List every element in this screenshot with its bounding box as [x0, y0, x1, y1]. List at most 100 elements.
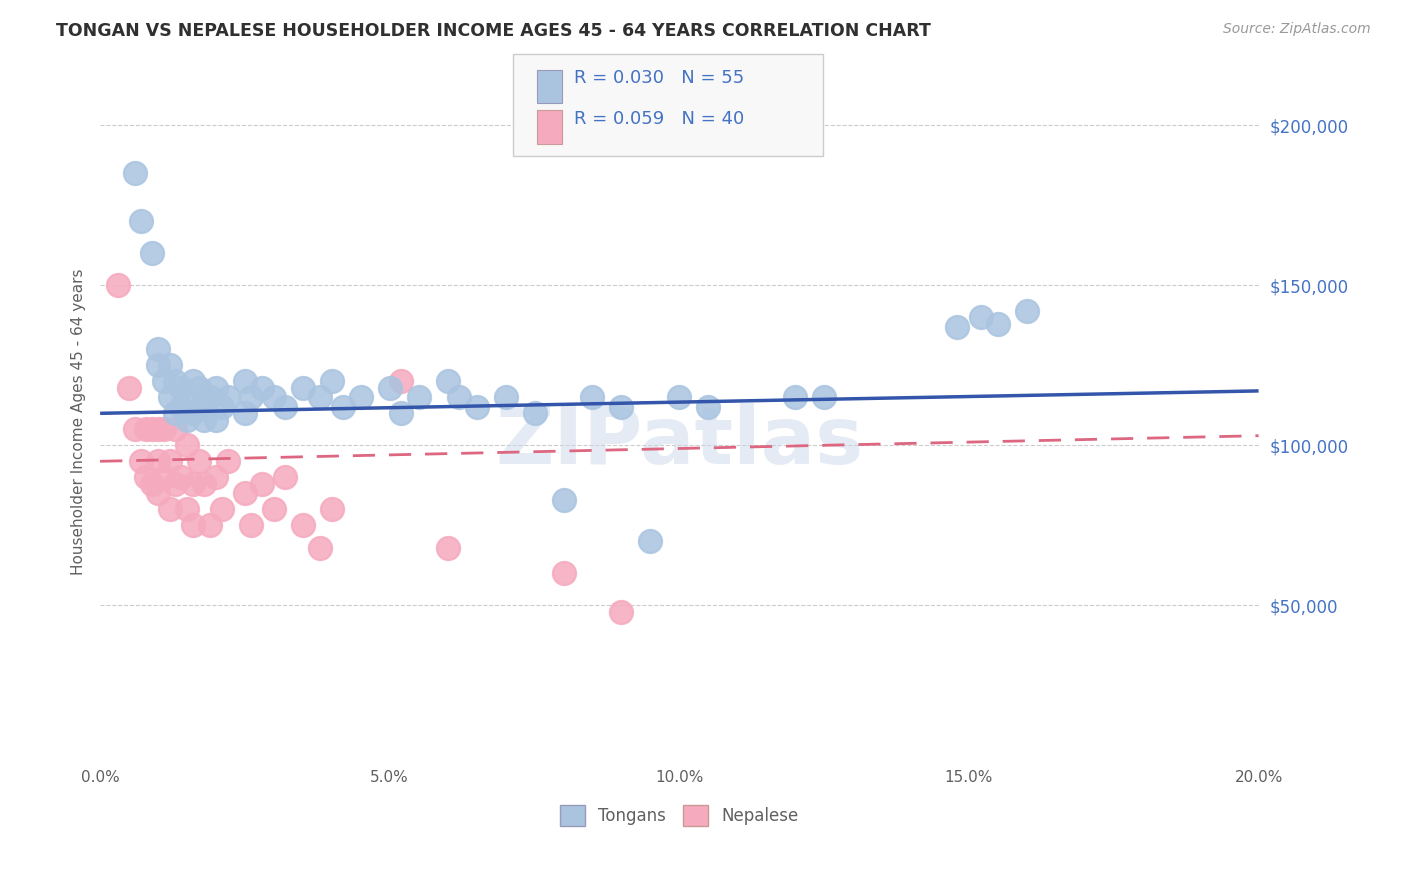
- Point: [159, 502, 181, 516]
- Point: [309, 541, 332, 555]
- Point: [146, 343, 169, 357]
- Point: [153, 374, 176, 388]
- Point: [176, 413, 198, 427]
- Point: [291, 381, 314, 395]
- Point: [170, 381, 193, 395]
- Point: [553, 492, 575, 507]
- Point: [274, 400, 297, 414]
- Legend: Tongans, Nepalese: Tongans, Nepalese: [554, 799, 806, 832]
- Point: [205, 381, 228, 395]
- Point: [165, 422, 187, 436]
- Point: [165, 374, 187, 388]
- Point: [159, 359, 181, 373]
- Point: [813, 390, 835, 404]
- Point: [1015, 304, 1038, 318]
- Point: [211, 400, 233, 414]
- Point: [141, 476, 163, 491]
- Point: [581, 390, 603, 404]
- Point: [449, 390, 471, 404]
- Point: [274, 470, 297, 484]
- Point: [233, 486, 256, 500]
- Point: [153, 470, 176, 484]
- Point: [969, 310, 991, 325]
- Point: [146, 422, 169, 436]
- Point: [321, 502, 343, 516]
- Point: [181, 518, 204, 533]
- Text: Source: ZipAtlas.com: Source: ZipAtlas.com: [1223, 22, 1371, 37]
- Point: [217, 454, 239, 468]
- Point: [553, 566, 575, 581]
- Point: [610, 400, 633, 414]
- Point: [321, 374, 343, 388]
- Point: [239, 518, 262, 533]
- Point: [239, 390, 262, 404]
- Point: [124, 166, 146, 180]
- Point: [187, 454, 209, 468]
- Point: [146, 486, 169, 500]
- Point: [129, 454, 152, 468]
- Point: [193, 413, 215, 427]
- Point: [408, 390, 430, 404]
- Point: [697, 400, 720, 414]
- Point: [198, 390, 221, 404]
- Point: [129, 214, 152, 228]
- Point: [135, 470, 157, 484]
- Point: [946, 320, 969, 334]
- Point: [987, 317, 1010, 331]
- Point: [211, 502, 233, 516]
- Point: [205, 470, 228, 484]
- Point: [170, 400, 193, 414]
- Y-axis label: Householder Income Ages 45 - 64 years: Householder Income Ages 45 - 64 years: [72, 268, 86, 574]
- Point: [146, 359, 169, 373]
- Point: [233, 374, 256, 388]
- Text: R = 0.030   N = 55: R = 0.030 N = 55: [574, 69, 744, 87]
- Point: [785, 390, 807, 404]
- Point: [309, 390, 332, 404]
- Point: [187, 381, 209, 395]
- Point: [332, 400, 354, 414]
- Point: [176, 438, 198, 452]
- Point: [233, 406, 256, 420]
- Point: [198, 518, 221, 533]
- Point: [135, 422, 157, 436]
- Point: [124, 422, 146, 436]
- Point: [165, 406, 187, 420]
- Point: [176, 502, 198, 516]
- Point: [205, 413, 228, 427]
- Point: [141, 246, 163, 260]
- Point: [217, 390, 239, 404]
- Point: [170, 470, 193, 484]
- Point: [153, 422, 176, 436]
- Text: TONGAN VS NEPALESE HOUSEHOLDER INCOME AGES 45 - 64 YEARS CORRELATION CHART: TONGAN VS NEPALESE HOUSEHOLDER INCOME AG…: [56, 22, 931, 40]
- Point: [389, 374, 412, 388]
- Point: [252, 476, 274, 491]
- Point: [523, 406, 546, 420]
- Point: [389, 406, 412, 420]
- Point: [291, 518, 314, 533]
- Point: [146, 454, 169, 468]
- Point: [252, 381, 274, 395]
- Text: R = 0.059   N = 40: R = 0.059 N = 40: [574, 110, 744, 128]
- Point: [436, 374, 458, 388]
- Point: [193, 397, 215, 411]
- Point: [181, 476, 204, 491]
- Point: [159, 454, 181, 468]
- Point: [495, 390, 517, 404]
- Point: [165, 476, 187, 491]
- Point: [193, 476, 215, 491]
- Point: [181, 406, 204, 420]
- Point: [118, 381, 141, 395]
- Point: [465, 400, 488, 414]
- Point: [176, 390, 198, 404]
- Point: [159, 390, 181, 404]
- Point: [436, 541, 458, 555]
- Point: [640, 534, 662, 549]
- Point: [350, 390, 373, 404]
- Point: [263, 502, 285, 516]
- Point: [181, 374, 204, 388]
- Point: [610, 605, 633, 619]
- Point: [107, 278, 129, 293]
- Point: [668, 390, 690, 404]
- Point: [263, 390, 285, 404]
- Point: [378, 381, 401, 395]
